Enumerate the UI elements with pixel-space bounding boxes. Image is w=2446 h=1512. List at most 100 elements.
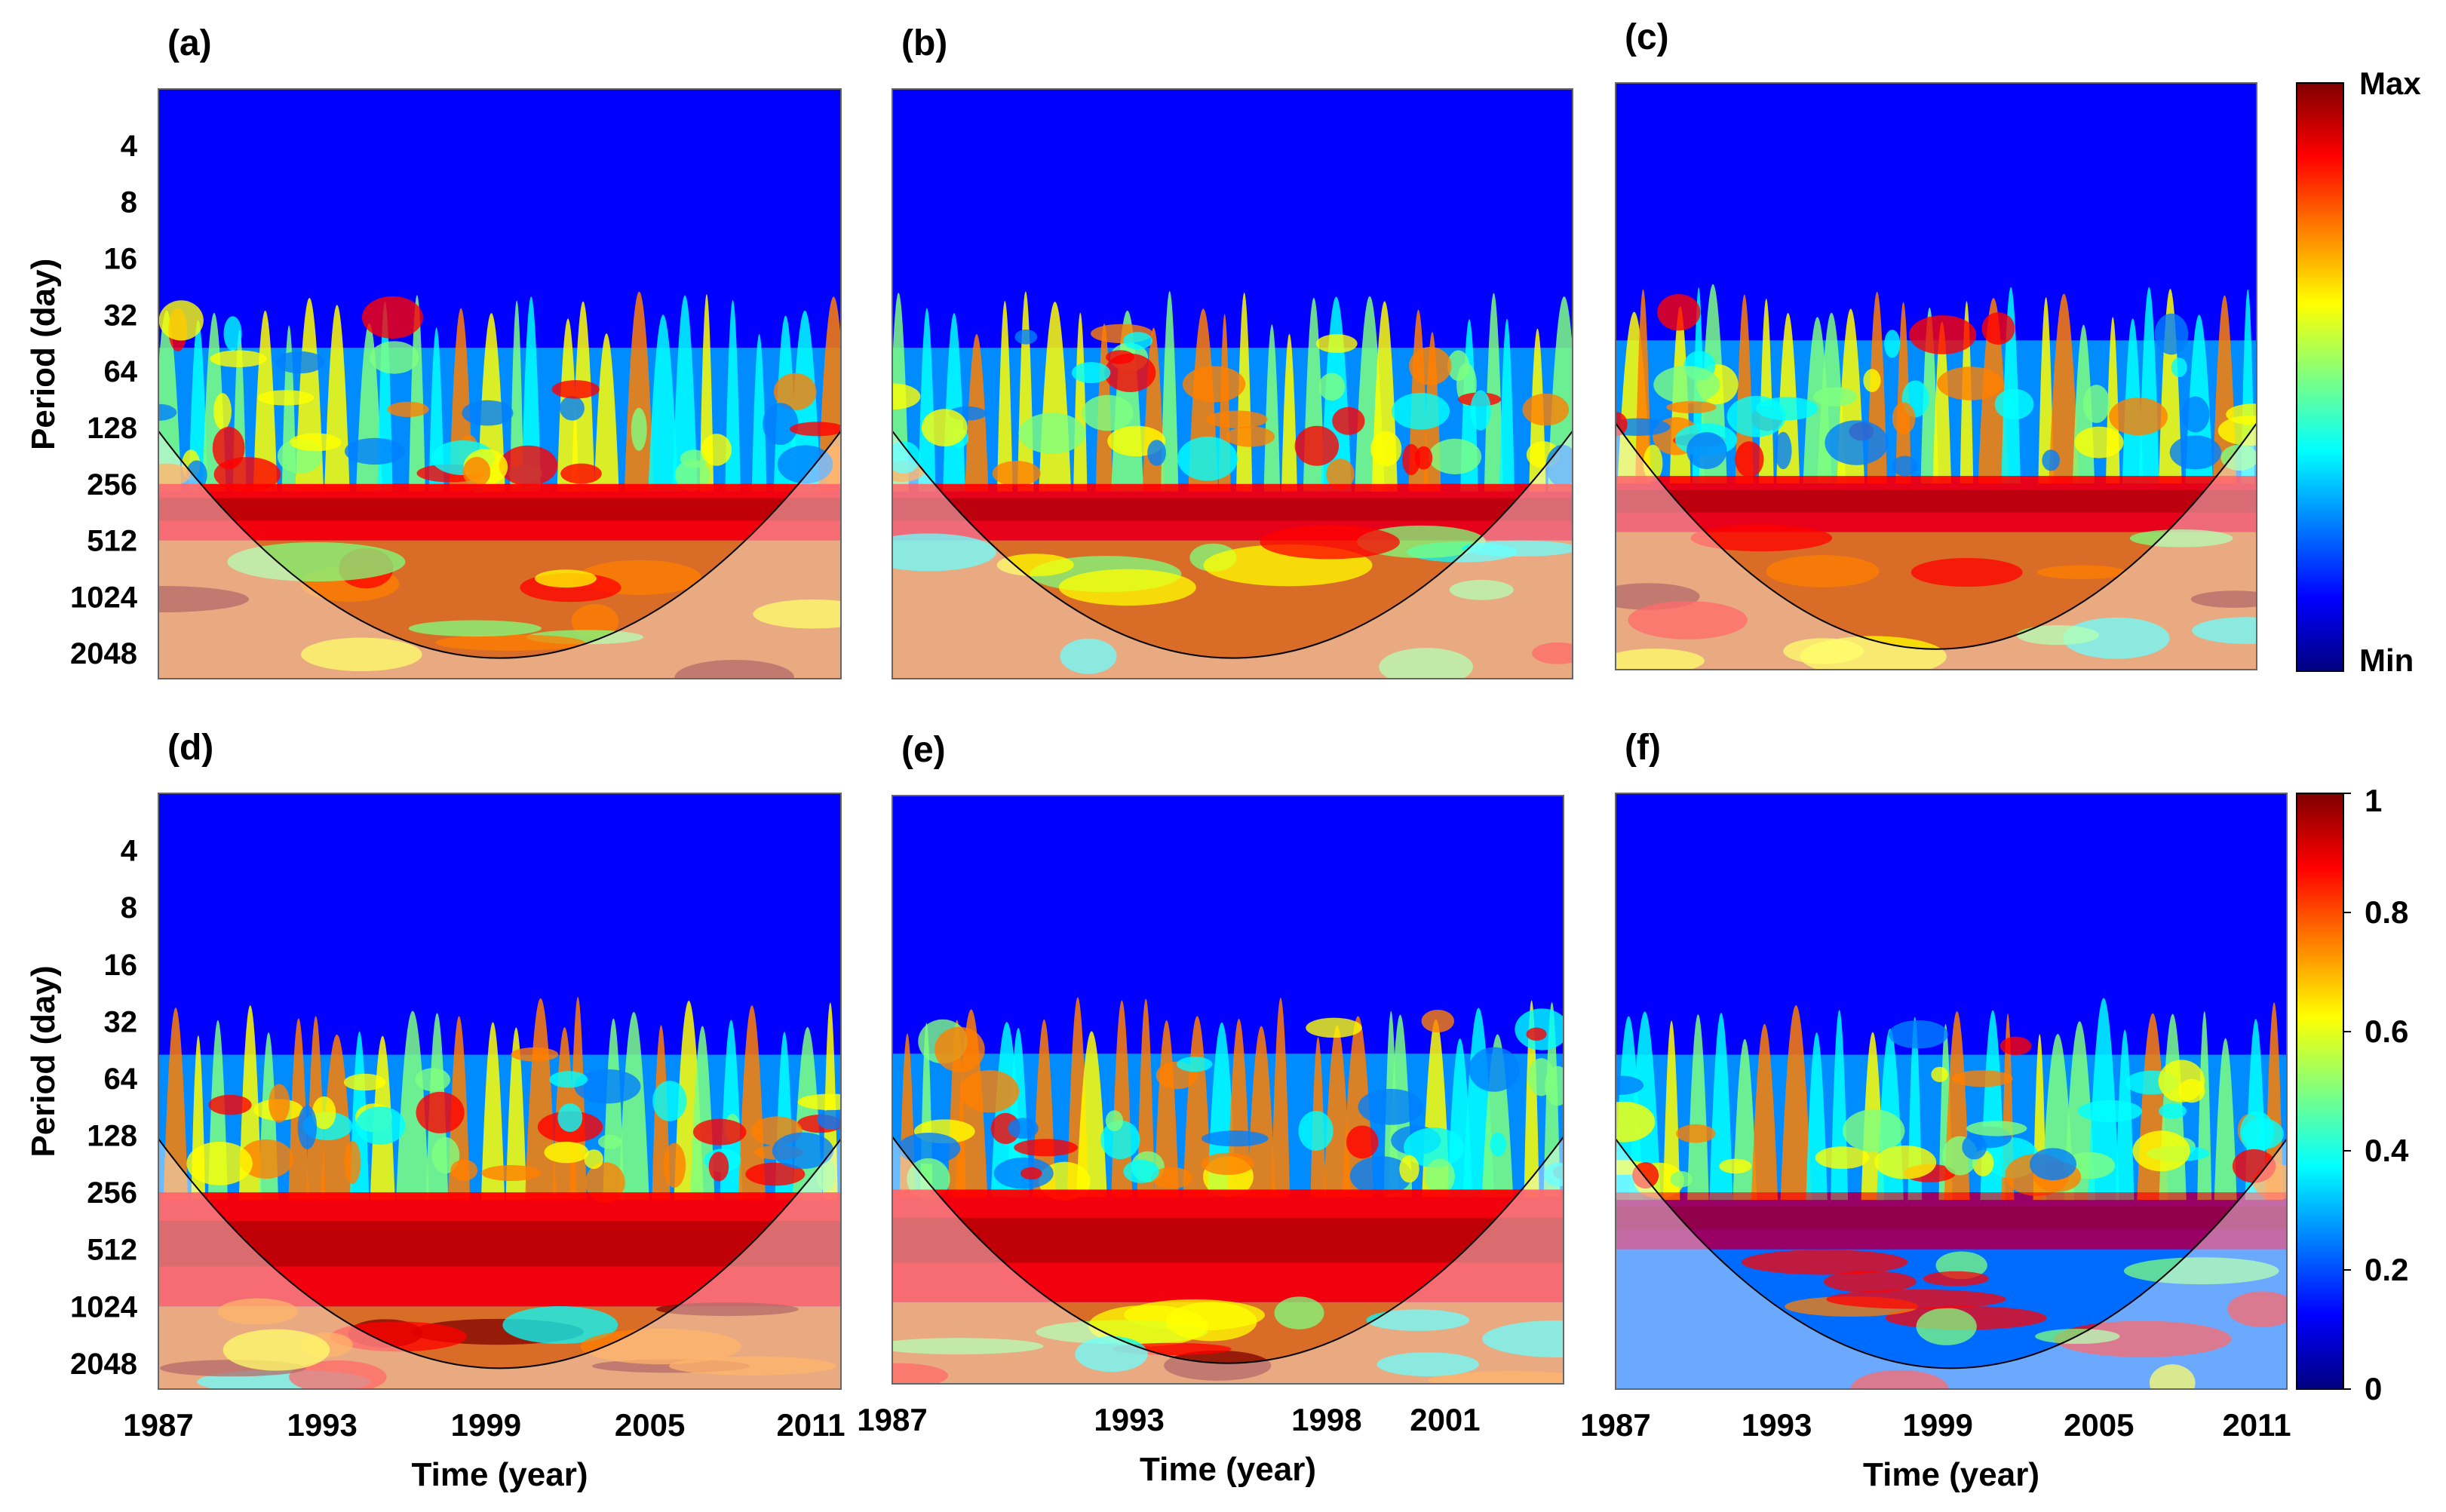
blob — [481, 1165, 542, 1181]
blob — [1884, 330, 1901, 358]
panel-label: (d) — [167, 728, 213, 768]
blob — [1812, 387, 1858, 406]
cone-of-influence-line — [892, 1136, 1564, 1364]
long-period-blob — [2036, 565, 2127, 579]
long-period-blob — [535, 569, 597, 588]
spike — [2088, 998, 2120, 1201]
blob — [663, 1142, 686, 1188]
blob — [2077, 1099, 2143, 1123]
blob — [1863, 369, 1881, 392]
blob — [370, 341, 419, 374]
blob — [1206, 410, 1268, 428]
spike — [1323, 1025, 1351, 1198]
blob — [745, 1162, 806, 1186]
cone-of-influence-shade — [158, 431, 841, 679]
plot-frame — [158, 88, 842, 679]
spike — [158, 310, 182, 492]
colorbar-tick-label: 0 — [2365, 1371, 2382, 1406]
blob — [2109, 397, 2168, 436]
spike — [1709, 1012, 1733, 1201]
blob — [1201, 1130, 1269, 1147]
long-period-blob — [1826, 1289, 2007, 1309]
plot-frame — [892, 795, 1564, 1385]
blob — [257, 390, 315, 406]
blob — [597, 1134, 622, 1149]
blob — [1719, 1158, 1752, 1174]
x-tick-label: 1998 — [1291, 1402, 1361, 1437]
blob — [1962, 1134, 1987, 1160]
cone-of-influence-shade — [892, 1136, 1564, 1384]
panel-label: (c) — [1625, 17, 1669, 57]
blob — [1414, 446, 1433, 470]
blob — [1226, 426, 1275, 447]
blob — [1774, 431, 1792, 470]
spike — [1137, 998, 1155, 1198]
long-period-blob — [502, 1305, 618, 1345]
spike — [480, 1022, 505, 1201]
blob — [1616, 1101, 1656, 1142]
blob — [1490, 1132, 1507, 1157]
blob — [2159, 1103, 2187, 1119]
panels: (a) 4 8 16 32 64 128 256 512 1024 2048 Period (day)… — [25, 17, 2291, 1493]
blob — [1999, 1036, 2032, 1056]
long-period-blob — [1532, 642, 1573, 664]
y-tick-label: 512 — [87, 525, 137, 558]
long-period-blob — [1260, 525, 1400, 560]
blob — [290, 433, 342, 452]
long-period-blob — [2227, 1291, 2287, 1327]
blob — [1147, 440, 1166, 466]
blob — [1402, 443, 1421, 476]
blob — [1909, 315, 1977, 354]
blob — [1616, 1075, 1644, 1095]
dominant-band-core — [892, 498, 1573, 521]
blob — [2232, 1149, 2276, 1183]
spike — [521, 296, 542, 492]
blob — [1526, 1027, 1547, 1041]
blob — [1874, 1145, 1937, 1179]
blob — [1425, 1158, 1455, 1195]
blob — [1686, 432, 1727, 469]
blob — [631, 407, 647, 451]
blob — [892, 383, 921, 410]
blob — [511, 1047, 559, 1062]
blob — [158, 300, 204, 341]
blob — [462, 400, 514, 426]
long-period-blob — [580, 1328, 741, 1365]
x-tick-label: 1999 — [1902, 1407, 1972, 1443]
blob — [2082, 385, 2110, 423]
blob — [692, 1118, 747, 1146]
spike — [1247, 1026, 1276, 1198]
long-period-blob — [1628, 600, 1748, 639]
blob — [1931, 1066, 1949, 1082]
spike — [624, 291, 655, 492]
colorbar-coherence: 0 0.2 0.4 0.6 0.8 1 — [2296, 783, 2409, 1406]
long-period-blob — [2192, 617, 2257, 645]
blob — [1670, 1170, 1693, 1188]
blob — [1123, 1160, 1159, 1183]
long-period-blob — [1274, 1296, 1324, 1330]
blob — [1981, 312, 2015, 345]
y-tick-label: 16 — [104, 242, 138, 275]
blob — [1428, 438, 1482, 474]
cone-of-influence-shade — [1616, 1139, 2287, 1389]
dominant-band — [158, 1192, 841, 1307]
spike — [1281, 333, 1297, 492]
blob — [1892, 402, 1916, 434]
spike — [603, 1018, 625, 1201]
blob — [1294, 425, 1340, 466]
blob — [269, 1084, 290, 1123]
spike — [648, 314, 678, 492]
x-tick-label: 1993 — [287, 1407, 357, 1443]
blob — [1404, 1127, 1464, 1167]
dominant-band-core — [158, 1220, 841, 1267]
blob — [2132, 1130, 2190, 1172]
long-period-blob — [571, 604, 619, 639]
y-axis-label: Period (day) — [25, 965, 62, 1157]
blob — [1951, 1070, 2013, 1087]
x-tick-label: 2011 — [2222, 1407, 2291, 1443]
x-tick-label: 1993 — [1094, 1402, 1164, 1437]
blob — [1842, 1109, 1905, 1152]
blob — [708, 1152, 729, 1182]
blob — [674, 459, 710, 491]
blob — [223, 316, 242, 351]
